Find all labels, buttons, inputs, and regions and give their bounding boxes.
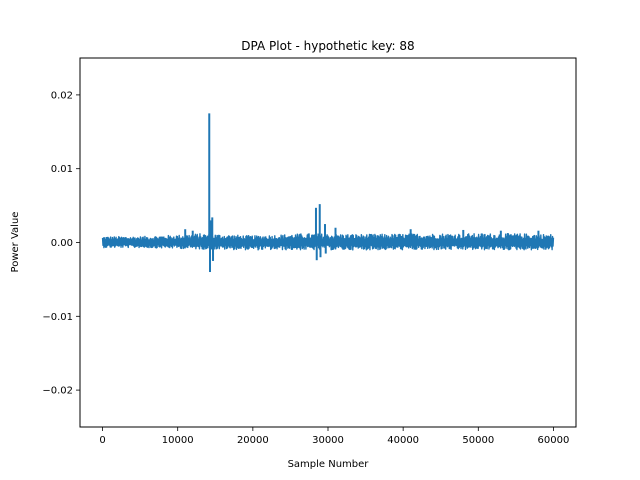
chart-title: DPA Plot - hypothetic key: 88 <box>241 39 414 53</box>
x-tick-label: 10000 <box>162 435 194 446</box>
x-axis-label: Sample Number <box>288 459 370 470</box>
x-tick-label: 60000 <box>538 435 570 446</box>
x-tick-label: 20000 <box>237 435 269 446</box>
y-axis-label: Power Value <box>10 212 21 273</box>
y-tick-label: −0.02 <box>42 386 73 397</box>
y-tick-label: 0.02 <box>51 90 73 101</box>
y-tick-label: −0.01 <box>42 312 73 323</box>
y-axis: −0.02 −0.01 0.00 0.01 0.02 <box>42 90 80 397</box>
y-tick-label: 0.01 <box>51 164 73 175</box>
x-tick-label: 40000 <box>387 435 419 446</box>
y-tick-label: 0.00 <box>51 238 73 249</box>
series-trace <box>101 232 555 251</box>
x-tick-label: 50000 <box>462 435 494 446</box>
x-axis: 0 10000 20000 30000 40000 50000 60000 <box>99 427 569 446</box>
x-tick-label: 30000 <box>312 435 344 446</box>
x-tick-label: 0 <box>99 435 105 446</box>
series-layer <box>101 113 555 273</box>
